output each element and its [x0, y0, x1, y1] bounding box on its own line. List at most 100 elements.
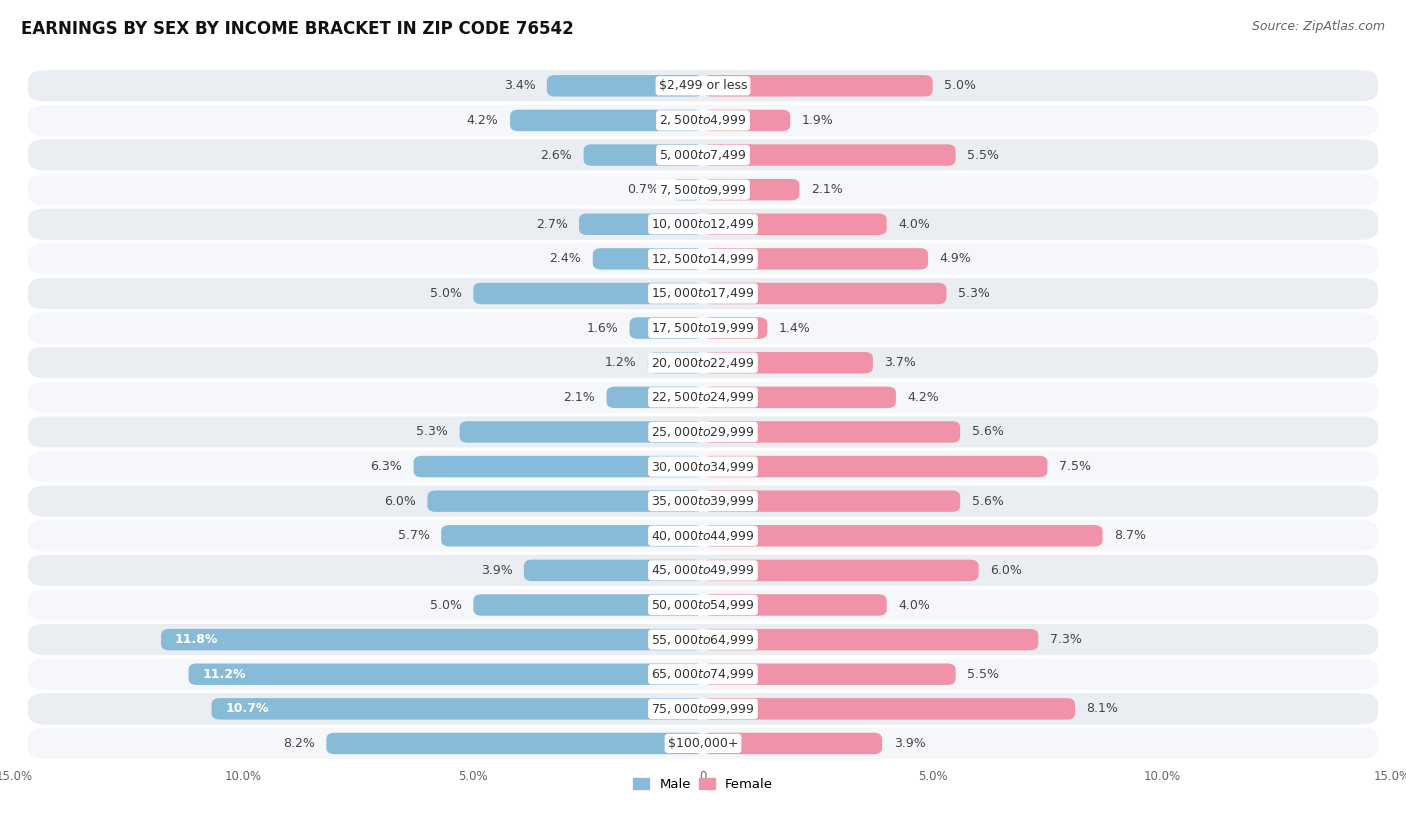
FancyBboxPatch shape [28, 140, 1378, 171]
FancyBboxPatch shape [703, 387, 896, 408]
FancyBboxPatch shape [28, 693, 1378, 724]
FancyBboxPatch shape [703, 733, 882, 754]
FancyBboxPatch shape [28, 278, 1378, 309]
Text: 5.3%: 5.3% [416, 425, 449, 438]
FancyBboxPatch shape [547, 75, 703, 97]
FancyBboxPatch shape [474, 594, 703, 615]
FancyBboxPatch shape [28, 728, 1378, 759]
Text: 10.7%: 10.7% [225, 702, 269, 715]
Text: 2.7%: 2.7% [536, 218, 568, 231]
Text: $7,500 to $9,999: $7,500 to $9,999 [659, 183, 747, 197]
Text: 3.9%: 3.9% [481, 564, 512, 577]
FancyBboxPatch shape [703, 144, 956, 166]
FancyBboxPatch shape [28, 105, 1378, 136]
FancyBboxPatch shape [703, 110, 790, 131]
Text: 6.0%: 6.0% [990, 564, 1022, 577]
FancyBboxPatch shape [28, 243, 1378, 275]
FancyBboxPatch shape [606, 387, 703, 408]
FancyBboxPatch shape [28, 520, 1378, 551]
Text: 1.2%: 1.2% [605, 356, 637, 369]
Text: 5.0%: 5.0% [430, 598, 461, 611]
Text: $20,000 to $22,499: $20,000 to $22,499 [651, 356, 755, 370]
Text: 3.7%: 3.7% [884, 356, 917, 369]
FancyBboxPatch shape [703, 248, 928, 270]
Text: 11.8%: 11.8% [174, 633, 218, 646]
Text: $2,499 or less: $2,499 or less [659, 80, 747, 93]
Text: 4.0%: 4.0% [898, 218, 931, 231]
Text: $25,000 to $29,999: $25,000 to $29,999 [651, 425, 755, 439]
FancyBboxPatch shape [28, 70, 1378, 102]
Text: $35,000 to $39,999: $35,000 to $39,999 [651, 494, 755, 508]
FancyBboxPatch shape [703, 421, 960, 442]
Text: $22,500 to $24,999: $22,500 to $24,999 [651, 390, 755, 404]
Text: 5.5%: 5.5% [967, 149, 1000, 162]
Text: 4.2%: 4.2% [907, 391, 939, 404]
FancyBboxPatch shape [28, 451, 1378, 482]
Legend: Male, Female: Male, Female [627, 772, 779, 796]
FancyBboxPatch shape [28, 347, 1378, 378]
FancyBboxPatch shape [427, 490, 703, 512]
FancyBboxPatch shape [28, 416, 1378, 447]
Text: 7.5%: 7.5% [1059, 460, 1091, 473]
Text: $10,000 to $12,499: $10,000 to $12,499 [651, 217, 755, 231]
Text: $30,000 to $34,999: $30,000 to $34,999 [651, 459, 755, 473]
Text: 4.9%: 4.9% [939, 252, 972, 265]
Text: 5.6%: 5.6% [972, 425, 1004, 438]
FancyBboxPatch shape [703, 525, 1102, 546]
FancyBboxPatch shape [703, 317, 768, 339]
FancyBboxPatch shape [162, 629, 703, 650]
FancyBboxPatch shape [703, 490, 960, 512]
FancyBboxPatch shape [441, 525, 703, 546]
Text: 3.4%: 3.4% [503, 80, 536, 93]
FancyBboxPatch shape [630, 317, 703, 339]
Text: 1.4%: 1.4% [779, 322, 810, 335]
FancyBboxPatch shape [648, 352, 703, 373]
FancyBboxPatch shape [211, 698, 703, 720]
FancyBboxPatch shape [28, 624, 1378, 655]
FancyBboxPatch shape [703, 283, 946, 304]
FancyBboxPatch shape [510, 110, 703, 131]
FancyBboxPatch shape [579, 214, 703, 235]
FancyBboxPatch shape [28, 659, 1378, 689]
Text: Source: ZipAtlas.com: Source: ZipAtlas.com [1251, 20, 1385, 33]
Text: $17,500 to $19,999: $17,500 to $19,999 [651, 321, 755, 335]
Text: 2.1%: 2.1% [811, 183, 842, 196]
FancyBboxPatch shape [703, 629, 1038, 650]
FancyBboxPatch shape [28, 589, 1378, 620]
Text: $65,000 to $74,999: $65,000 to $74,999 [651, 667, 755, 681]
Text: $50,000 to $54,999: $50,000 to $54,999 [651, 598, 755, 612]
FancyBboxPatch shape [28, 382, 1378, 413]
Text: 5.7%: 5.7% [398, 529, 430, 542]
FancyBboxPatch shape [703, 559, 979, 581]
FancyBboxPatch shape [28, 209, 1378, 240]
Text: 6.0%: 6.0% [384, 494, 416, 507]
Text: 1.9%: 1.9% [801, 114, 834, 127]
Text: $40,000 to $44,999: $40,000 to $44,999 [651, 528, 755, 543]
Text: 3.9%: 3.9% [894, 737, 925, 750]
FancyBboxPatch shape [671, 179, 703, 200]
Text: EARNINGS BY SEX BY INCOME BRACKET IN ZIP CODE 76542: EARNINGS BY SEX BY INCOME BRACKET IN ZIP… [21, 20, 574, 38]
Text: 5.0%: 5.0% [945, 80, 976, 93]
FancyBboxPatch shape [474, 283, 703, 304]
FancyBboxPatch shape [703, 456, 1047, 477]
Text: 4.2%: 4.2% [467, 114, 499, 127]
Text: $100,000+: $100,000+ [668, 737, 738, 750]
FancyBboxPatch shape [703, 214, 887, 235]
Text: 2.6%: 2.6% [540, 149, 572, 162]
FancyBboxPatch shape [703, 663, 956, 685]
FancyBboxPatch shape [460, 421, 703, 442]
FancyBboxPatch shape [413, 456, 703, 477]
Text: 5.3%: 5.3% [957, 287, 990, 300]
Text: $75,000 to $99,999: $75,000 to $99,999 [651, 702, 755, 715]
Text: 5.6%: 5.6% [972, 494, 1004, 507]
FancyBboxPatch shape [593, 248, 703, 270]
Text: 4.0%: 4.0% [898, 598, 931, 611]
FancyBboxPatch shape [28, 485, 1378, 517]
Text: $2,500 to $4,999: $2,500 to $4,999 [659, 114, 747, 128]
Text: 11.2%: 11.2% [202, 667, 246, 680]
FancyBboxPatch shape [703, 75, 932, 97]
Text: $5,000 to $7,499: $5,000 to $7,499 [659, 148, 747, 162]
FancyBboxPatch shape [28, 312, 1378, 344]
Text: 8.1%: 8.1% [1087, 702, 1118, 715]
Text: $45,000 to $49,999: $45,000 to $49,999 [651, 563, 755, 577]
